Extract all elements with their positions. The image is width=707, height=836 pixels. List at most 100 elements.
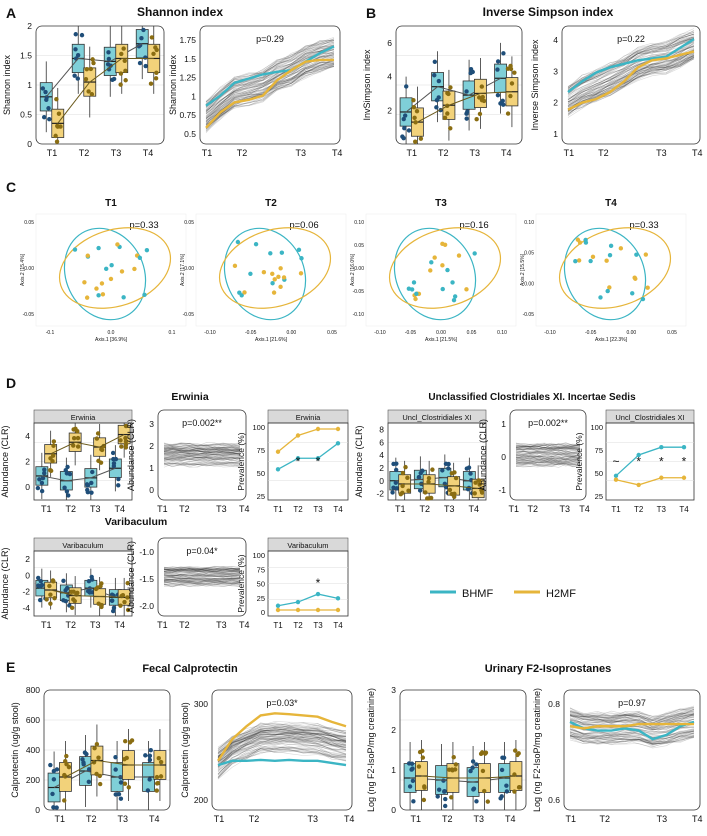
erwinia-traj-sim-line xyxy=(163,456,241,461)
erwinia-traj-sim-line xyxy=(163,446,241,450)
varibaculum-traj-sim-line xyxy=(163,568,241,572)
shannon-traj-sim-line xyxy=(205,38,335,107)
pcoa-t4-xtick: 0.05 xyxy=(667,330,677,336)
varibaculum-traj-sim-line xyxy=(163,567,241,572)
isoprostanes-box-point xyxy=(435,794,440,799)
shannon-box-xtick: T1 xyxy=(47,148,58,158)
clostridiales-traj-sim-line xyxy=(515,442,581,447)
erwinia-box-point xyxy=(116,476,121,482)
erwinia-box-point xyxy=(64,471,70,476)
erwinia-traj-sim-line xyxy=(163,452,241,458)
pcoa-t3-point xyxy=(432,255,437,260)
shannon-box-point xyxy=(149,35,155,40)
erwinia-traj-sim-line xyxy=(163,456,241,461)
isoprostanes-traj-sim-line xyxy=(569,708,695,717)
isoprostanes-traj-sim-line xyxy=(569,736,695,748)
varibaculum-traj-sim-line xyxy=(163,573,241,577)
calprotectin-traj-sim-line xyxy=(217,747,347,776)
erwinia-box-point xyxy=(65,464,70,470)
varibaculum-box-point xyxy=(48,601,53,606)
varibaculum-traj-sim-line xyxy=(163,570,241,574)
clostridiales-traj-sim-line xyxy=(515,444,581,449)
shannon-traj-sim-line xyxy=(205,52,335,114)
erwinia-box-point xyxy=(62,485,67,490)
isoprostanes-traj-sim-line xyxy=(569,734,695,744)
calprotectin-traj-sim-line xyxy=(217,734,347,763)
calprotectin-box-point xyxy=(154,774,160,780)
calprotectin-traj-ylabel: Calprotectin (ug/g stool) xyxy=(180,702,190,798)
shannon-box-point xyxy=(121,46,126,51)
shannon-box-point xyxy=(137,60,143,66)
calprotectin-traj-sim-line xyxy=(217,730,347,760)
pcoa-t1-point xyxy=(115,242,120,247)
calprotectin-traj-sim-line xyxy=(217,740,347,767)
varibaculum-title: Varibaculum xyxy=(105,516,167,528)
erwinia-box-median-line xyxy=(50,434,125,455)
clostridiales-traj-sim-line xyxy=(515,457,581,462)
erwinia-traj-xtick: T3 xyxy=(216,504,227,514)
clostridiales-traj-sim-line xyxy=(515,454,581,458)
invsimpson-traj-sim-line xyxy=(567,49,695,111)
erwinia-traj-sim-line xyxy=(163,450,241,456)
erwinia-traj-ytick: 2 xyxy=(149,441,154,451)
varibaculum-prev-prev-point xyxy=(315,607,321,613)
erwinia-prev-xtick: T2 xyxy=(293,505,303,514)
invsimpson-traj-sim-line xyxy=(567,30,695,87)
pcoa-t2-point xyxy=(235,239,241,245)
calprotectin-traj-sim-line xyxy=(217,737,347,768)
varibaculum-box-median-line xyxy=(50,589,125,598)
shannon-box-point xyxy=(75,53,81,58)
erwinia-traj-sim-line xyxy=(163,454,241,459)
shannon-box-point xyxy=(89,92,95,97)
invsimpson-traj-sim-line xyxy=(567,58,695,114)
erwinia-traj-sim-line xyxy=(163,449,241,454)
isoprostanes-box-point xyxy=(422,784,427,789)
calprotectin-traj-xtick: T1 xyxy=(214,814,225,824)
isoprostanes-traj-sim-line xyxy=(569,709,695,720)
isoprostanes-traj-sim-line xyxy=(569,713,695,727)
varibaculum-traj-sim-line xyxy=(163,578,241,583)
calprotectin-box-xtick: T4 xyxy=(149,814,160,824)
varibaculum-traj-sim-line xyxy=(163,571,241,576)
pcoa-t2-point xyxy=(270,281,275,286)
clostridiales-traj-sim-line xyxy=(515,457,581,462)
erwinia-traj-sim-line xyxy=(163,457,241,461)
clostridiales-traj-sim-line xyxy=(515,446,581,450)
erwinia-prev-prev-point xyxy=(275,467,281,472)
calprotectin-traj-sim-line xyxy=(217,731,347,757)
pcoa-t2-point xyxy=(276,274,281,280)
varibaculum-traj-sim-line xyxy=(163,581,241,585)
isoprostanes-traj-sim-line xyxy=(569,709,695,719)
pcoa-t1-point xyxy=(96,293,101,298)
invsimpson-traj-sim-line xyxy=(567,32,695,90)
clostridiales-box-point xyxy=(468,471,473,476)
erwinia-box-point xyxy=(71,435,77,441)
clostridiales-traj-sim-line xyxy=(515,463,581,468)
pcoa-t2-point xyxy=(278,284,283,290)
pcoa-t1-point xyxy=(84,295,90,300)
calprotectin-traj-sim-line xyxy=(217,737,347,767)
isoprostanes-box-ytick: 2 xyxy=(391,725,396,735)
varibaculum-traj-sim-line xyxy=(163,578,241,582)
erwinia-traj-sim-line xyxy=(163,449,241,453)
isoprostanes-box-point xyxy=(411,799,416,804)
isoprostanes-traj-sim-line xyxy=(569,728,695,740)
isoprostanes-box-point xyxy=(451,755,456,760)
isoprostanes-box-ytick: 0 xyxy=(391,805,396,815)
erwinia-box-point xyxy=(118,438,123,443)
shannon-box-point xyxy=(148,81,154,86)
clostridiales-traj-sim-line xyxy=(515,451,581,455)
isoprostanes-box-point xyxy=(470,759,476,764)
varibaculum-traj-sim-line xyxy=(163,578,241,582)
clostridiales-box-point xyxy=(449,471,455,476)
clostridiales-traj-sim-line xyxy=(515,456,581,460)
calprotectin-traj-sim-line xyxy=(217,723,347,749)
invsimpson-traj-sim-line xyxy=(567,34,695,91)
isoprostanes-traj-sim-line xyxy=(569,730,695,744)
clostridiales-traj-sim-line xyxy=(515,446,581,451)
erwinia-box-point xyxy=(71,443,76,448)
pcoa-t4-point xyxy=(573,258,578,264)
shannon-traj-sim-line xyxy=(205,40,335,107)
clostridiales-traj-sim-line xyxy=(515,462,581,467)
calprotectin-traj-sim-line xyxy=(217,730,347,757)
